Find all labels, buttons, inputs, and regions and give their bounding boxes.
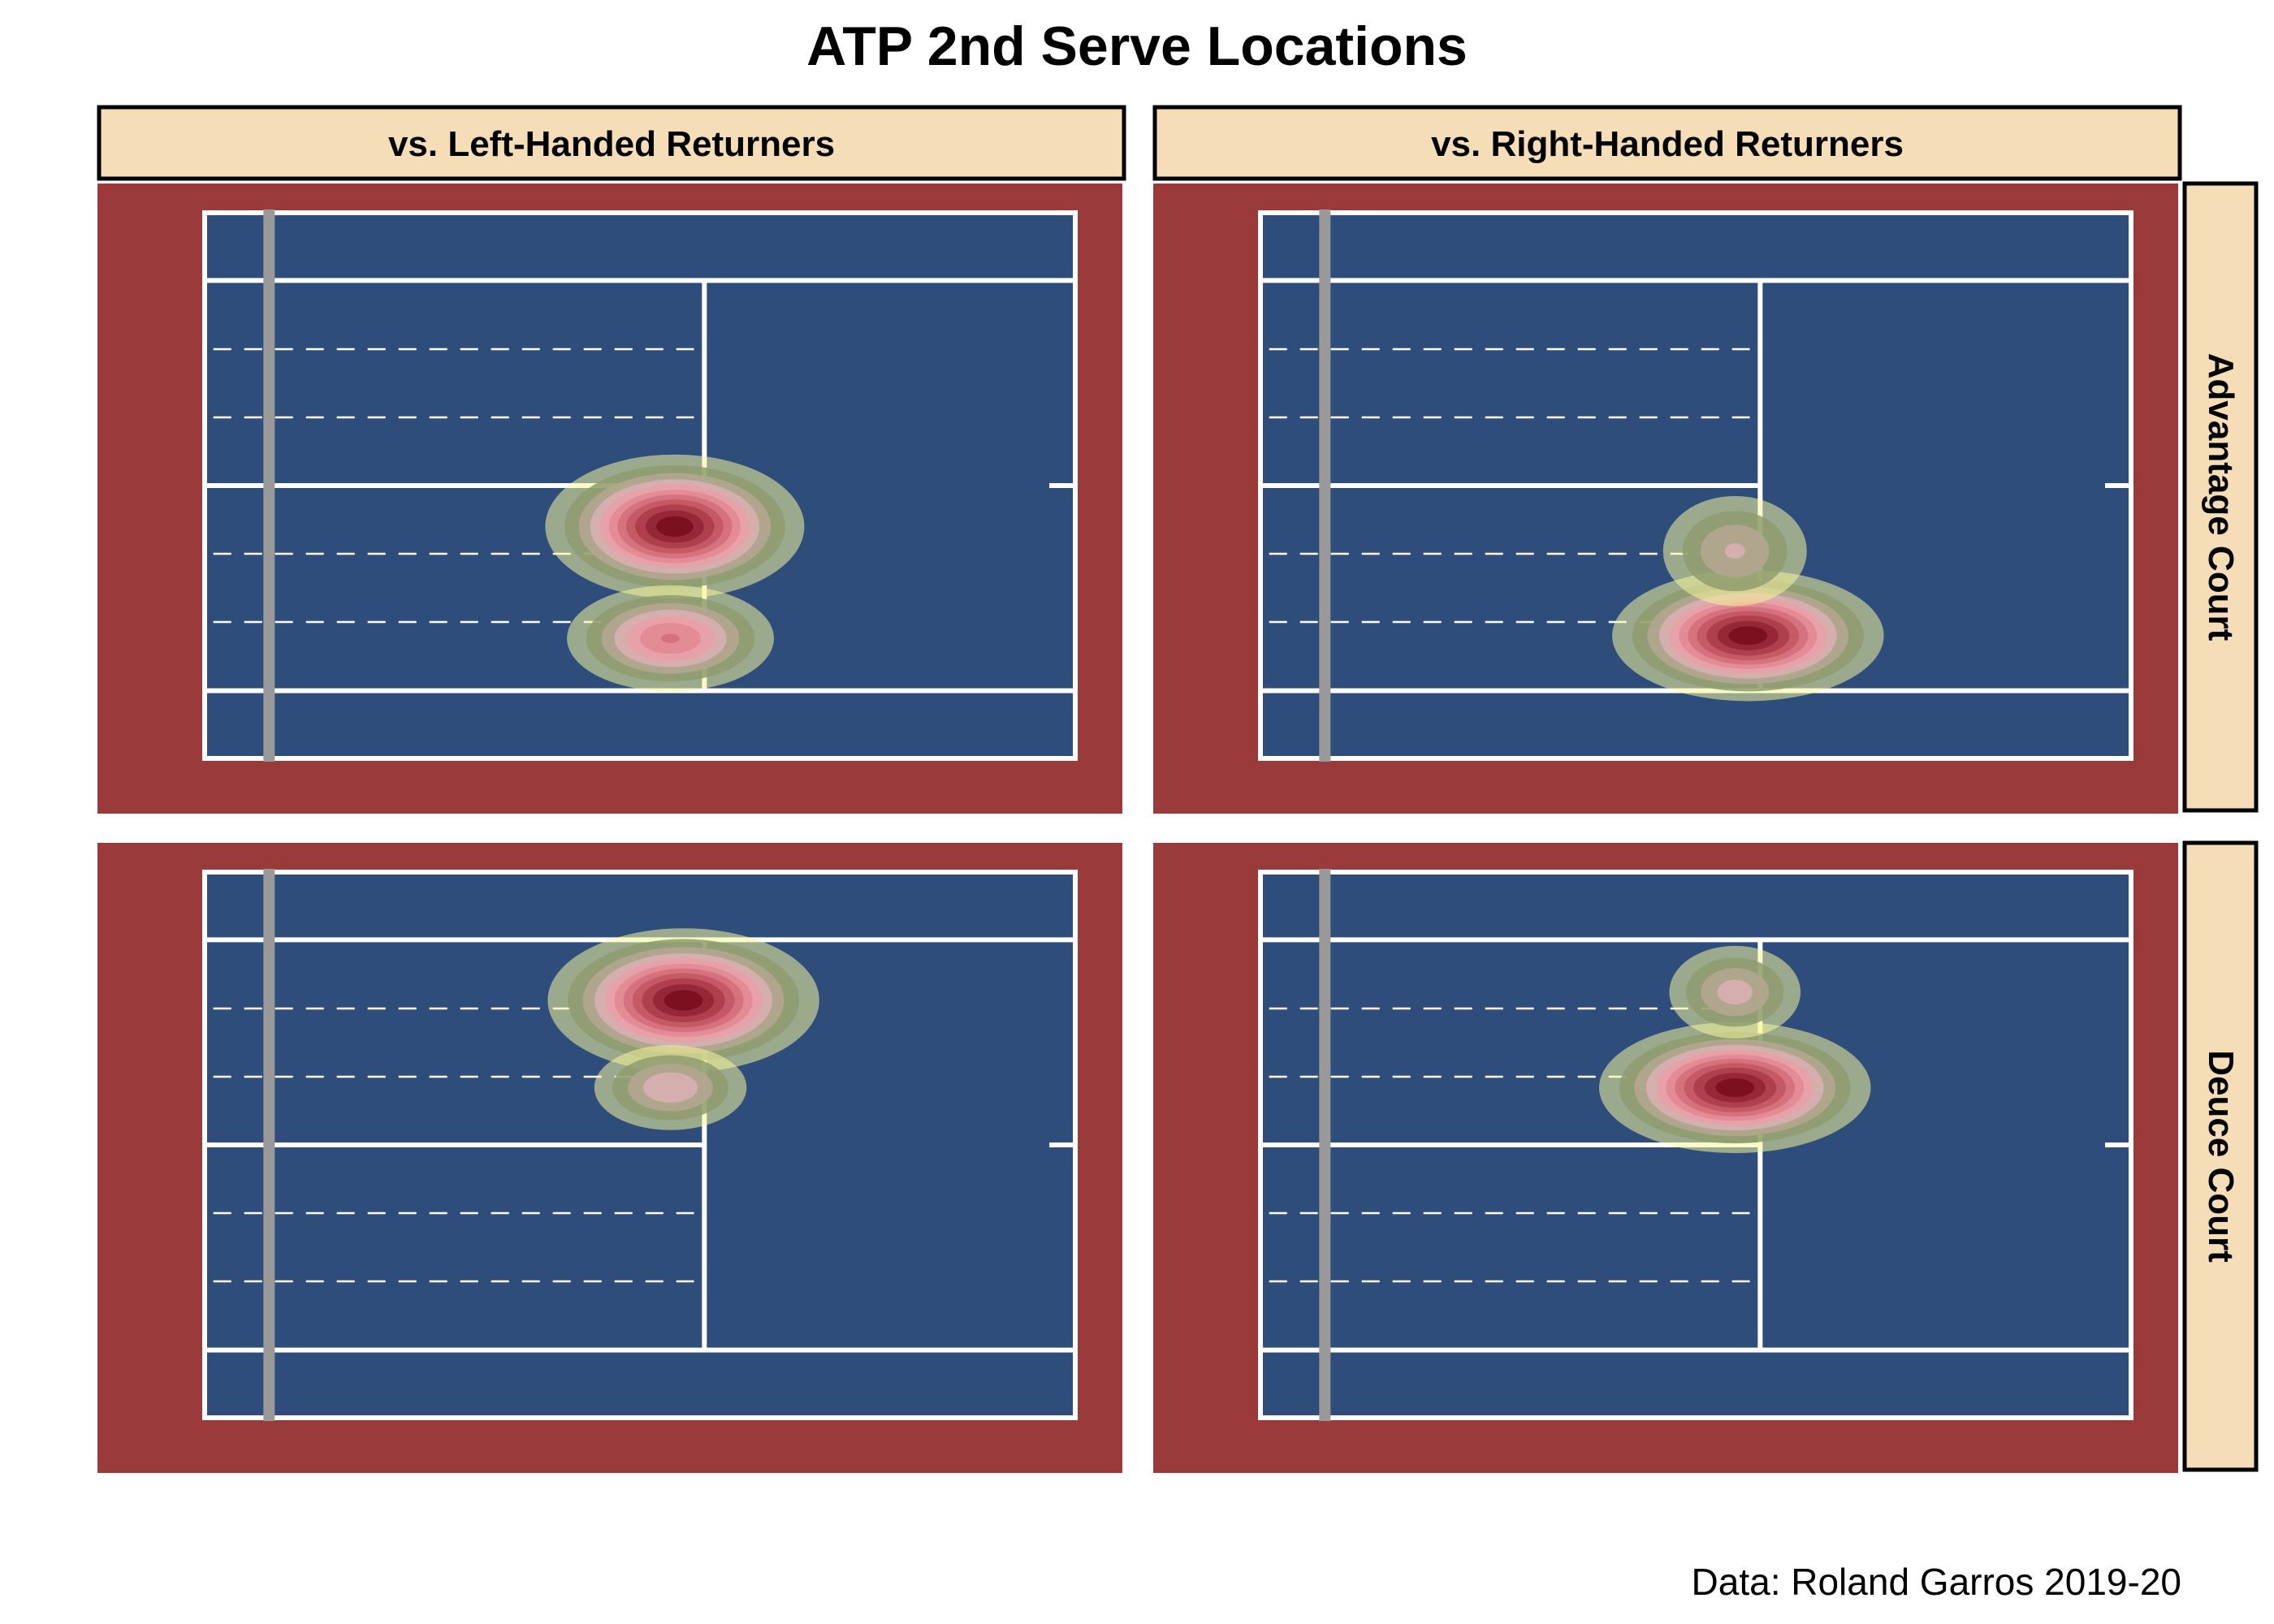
panel-advantage-left-density	[545, 454, 805, 692]
column-strip-right: vs. Right-Handed Returners	[1152, 105, 2182, 181]
panel-advantage-left-density-cluster-1-level-6	[661, 633, 680, 643]
chart-title: ATP 2nd Serve Locations	[806, 15, 1468, 77]
row-strip-advantage-label: Advantage Court	[2201, 353, 2241, 641]
panel-advantage-left-net	[263, 209, 275, 762]
panel-deuce-left-density-cluster-0-level-10	[664, 990, 703, 1011]
panel-advantage-right-density-cluster-0-level-10	[1728, 626, 1768, 646]
panel-advantage-left	[97, 184, 1122, 814]
panel-deuce-right-net	[1319, 869, 1331, 1421]
panel-deuce-left	[97, 843, 1122, 1473]
row-strip-advantage-box	[2182, 181, 2259, 813]
column-strip-left-label: vs. Left-Handed Returners	[388, 124, 835, 164]
row-strip-deuce-box	[2182, 840, 2259, 1472]
column-strip-left-box	[97, 105, 1126, 181]
panel-advantage-right	[1153, 184, 2178, 814]
row-strip-advantage: Advantage Court	[2182, 181, 2259, 813]
caption: Data: Roland Garros 2019-20	[1692, 1561, 2181, 1603]
panel-deuce-right	[1153, 843, 2178, 1473]
panel-deuce-left-density	[547, 928, 819, 1130]
panel-deuce-right-density	[1599, 945, 1871, 1154]
column-strip-right-label: vs. Right-Handed Returners	[1431, 124, 1904, 164]
column-strip-left: vs. Left-Handed Returners	[97, 105, 1126, 181]
panel-deuce-left-density-cluster-1-level-3	[643, 1072, 698, 1104]
panel-deuce-right-density-cluster-0-level-10	[1715, 1078, 1755, 1097]
panel-deuce-left-net	[263, 869, 275, 1421]
panel-advantage-right-density	[1612, 495, 1884, 702]
panel-advantage-right-density-cluster-1-level-3	[1724, 543, 1745, 559]
row-strip-deuce: Deuce Court	[2182, 840, 2259, 1472]
row-strip-deuce-label: Deuce Court	[2201, 1050, 2241, 1263]
panel-advantage-left-density-cluster-0-level-10	[656, 516, 694, 538]
panel-deuce-right-density-cluster-1-level-3	[1717, 979, 1753, 1005]
panel-advantage-right-net	[1319, 209, 1331, 762]
court-panels	[97, 184, 2178, 1473]
column-strip-right-box	[1152, 105, 2182, 181]
